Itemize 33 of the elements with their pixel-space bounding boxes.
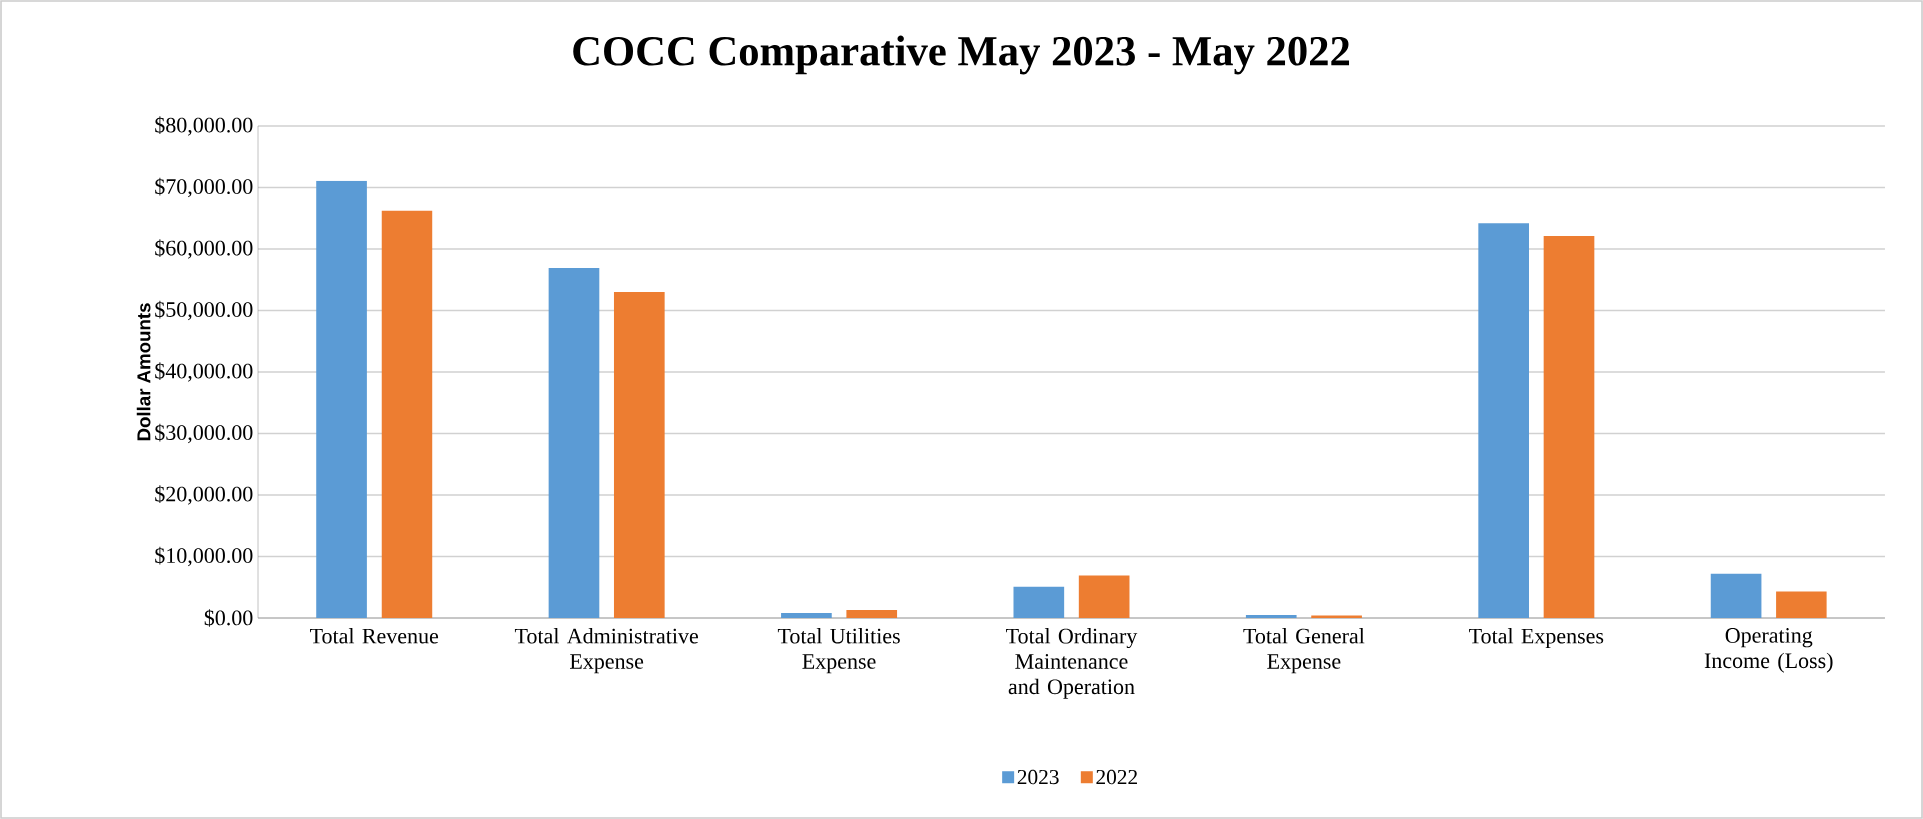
legend-label: 2022 [1096, 769, 1137, 785]
x-tick-label: Total General Expense [1243, 628, 1365, 674]
legend-label: 2023 [1017, 769, 1059, 785]
bar [1710, 573, 1762, 618]
y-tick-label: $50,000.00 [155, 300, 253, 321]
chart-title: COCC Comparative May 2023 - May 2022 [573, 35, 1350, 75]
y-tick-label: $10,000.00 [155, 546, 253, 567]
y-tick-label: $80,000.00 [155, 116, 253, 136]
bar [1478, 223, 1529, 618]
bar [1776, 591, 1827, 618]
bar [1078, 575, 1130, 618]
bar [781, 613, 832, 618]
y-tick-label: $60,000.00 [155, 239, 253, 259]
y-tick-label: $20,000.00 [155, 485, 253, 505]
y-tick-label: $0.00 [204, 609, 253, 627]
bar [316, 180, 367, 618]
x-tick-label: Total Expenses [1469, 628, 1604, 648]
bar [1013, 586, 1065, 618]
bar [381, 210, 433, 618]
bar [613, 292, 665, 618]
x-tick-label: Total Administrative Expense [514, 628, 698, 674]
y-tick-label: $30,000.00 [155, 423, 253, 444]
y-tick-label: $70,000.00 [155, 177, 253, 198]
bar [548, 268, 600, 618]
x-tick-label: Total Utilities Expense [777, 628, 900, 674]
x-tick-label: Operating Income (Loss) [1704, 628, 1833, 673]
x-tick-label: Total Ordinary Maintenance and Operation [1006, 628, 1138, 699]
bar [1245, 614, 1297, 618]
bar [846, 610, 898, 618]
y-axis-title: Dollar Amounts [136, 303, 151, 441]
x-tick-label: Total Revenue [310, 628, 439, 644]
y-tick-label: $40,000.00 [155, 362, 253, 382]
bar [1543, 236, 1595, 618]
